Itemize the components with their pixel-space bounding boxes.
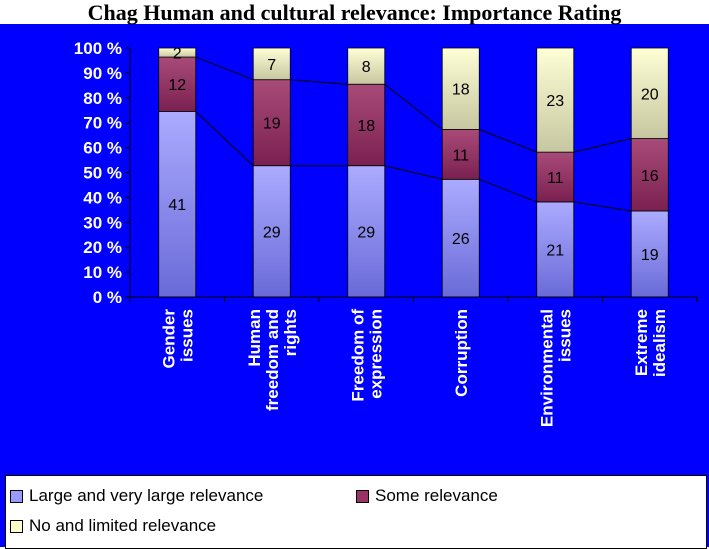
bar-segment (630, 47, 669, 139)
data-label: 19 (263, 116, 281, 133)
bar-segment (441, 129, 480, 180)
legend-item-none: No and limited relevance (10, 516, 216, 536)
x-category-label: Extremeidealism (632, 309, 669, 377)
data-label: 19 (641, 247, 659, 264)
data-label: 26 (452, 231, 470, 248)
series-line (195, 56, 254, 81)
series-line (290, 79, 348, 85)
y-tick-label: 80 % (83, 89, 122, 108)
series-line (384, 165, 443, 180)
bar-segment (441, 178, 480, 298)
series-line (195, 111, 254, 167)
bar-segment (347, 47, 386, 85)
x-category-label: Freedom ofexpression (348, 309, 385, 402)
y-tick-label: 90 % (83, 64, 122, 83)
data-label: 20 (641, 86, 659, 103)
bar-segment (536, 47, 575, 153)
data-label: 41 (168, 197, 186, 214)
x-category-label-line: freedom and (263, 309, 282, 411)
series-line (479, 178, 537, 203)
x-category-label-line: idealism (650, 309, 669, 377)
bar-segment (347, 165, 386, 298)
bar-segment (536, 151, 575, 203)
legend-label-large: Large and very large relevance (29, 486, 264, 505)
bar-segment (441, 47, 480, 130)
chart-title: Chag Human and cultural relevance: Impor… (87, 0, 622, 25)
legend: Large and very large relevance Some rele… (5, 475, 707, 549)
series-line (479, 129, 537, 153)
y-tick-label: 30 % (83, 213, 122, 232)
x-category-label: Humanfreedom andrights (245, 309, 300, 411)
x-category-label-line: Environmental (537, 309, 556, 427)
data-label: 21 (546, 242, 564, 259)
legend-swatch-none (10, 519, 23, 533)
bars-group (158, 47, 669, 298)
y-tick-label: 40 % (83, 188, 122, 207)
x-category-label: Environmentalissues (537, 309, 574, 427)
x-category-label: Corruption (452, 309, 471, 397)
x-category-label-line: Extreme (632, 309, 651, 376)
legend-item-large: Large and very large relevance (10, 486, 263, 506)
x-category-label-line: expression (366, 309, 385, 399)
series-line (573, 201, 632, 212)
data-labels-group: 41 12 2 29 19 7 29 18 8 26 11 18 21 11 23 19 16 20 (168, 46, 658, 264)
data-label: 18 (357, 118, 375, 135)
x-category-label-line: Gender (159, 309, 178, 369)
y-tick-label: 60 % (83, 139, 122, 158)
series-line (384, 83, 443, 130)
data-label: 11 (547, 170, 564, 187)
bar-segment (630, 138, 669, 212)
legend-swatch-some (356, 489, 369, 503)
legend-label-some: Some relevance (375, 486, 498, 505)
x-category-label-line: rights (281, 309, 300, 356)
x-category-label-line: Human (245, 309, 264, 367)
x-category-label-line: issues (177, 309, 196, 362)
legend-swatch-large (10, 489, 23, 503)
x-axis: Genderissues Humanfreedom andrights Freedo… (129, 296, 698, 427)
y-tick-label: 20 % (83, 238, 122, 257)
data-label: 11 (452, 147, 469, 164)
bar-segment (252, 47, 291, 81)
series-line (573, 138, 632, 153)
y-tick-label: 100 % (74, 39, 122, 58)
data-label: 12 (168, 77, 186, 94)
data-label: 8 (362, 59, 371, 76)
series-lines-group (195, 56, 632, 212)
y-tick-label: 50 % (83, 164, 122, 183)
bar-segment (252, 165, 291, 298)
x-category-label-line: Freedom of (348, 309, 367, 402)
y-tick-label: 0 % (93, 288, 122, 307)
x-category-label: Genderissues (159, 309, 196, 369)
x-category-label-line: issues (555, 309, 574, 362)
data-label: 18 (452, 82, 470, 99)
bar-segment (347, 83, 386, 167)
data-label: 29 (263, 224, 281, 241)
legend-label-none: No and limited relevance (29, 516, 217, 535)
data-label: 16 (641, 168, 659, 185)
data-label: 7 (267, 57, 276, 74)
bar-segment (158, 47, 197, 58)
y-tick-label: 10 % (83, 263, 122, 282)
legend-item-some: Some relevance (356, 486, 498, 506)
data-label: 29 (357, 224, 375, 241)
y-axis: 0 % 10 % 20 % 30 % 40 % 50 % 60 % 70 % 80 % 90 % 1… (74, 39, 131, 307)
data-label: 2 (173, 46, 182, 63)
y-tick-label: 70 % (83, 114, 122, 133)
x-category-label-line: Corruption (452, 309, 471, 397)
data-label: 23 (546, 93, 564, 110)
